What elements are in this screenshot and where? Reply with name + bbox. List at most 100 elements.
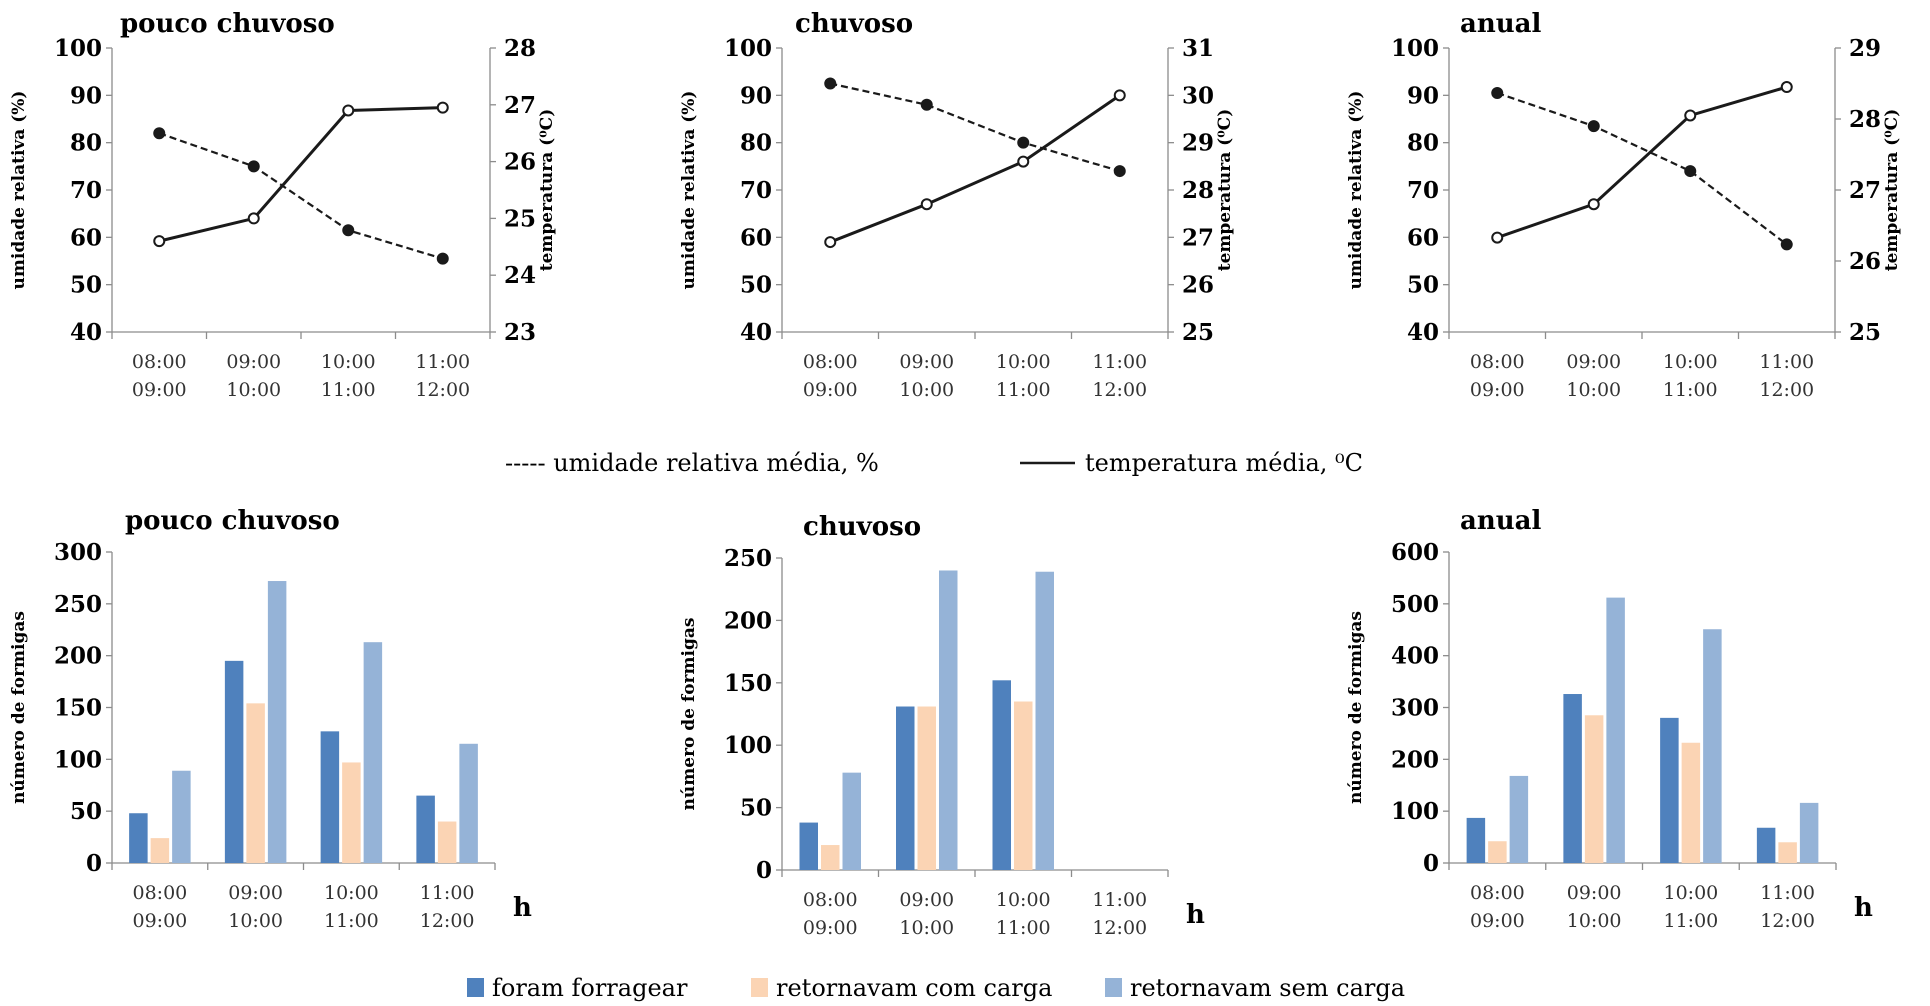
x-tick-label: 10:00	[996, 889, 1051, 911]
humidity-point	[153, 127, 166, 140]
temperature-series-line	[829, 94, 1121, 244]
retornavam-sem-carga-bar	[1035, 571, 1054, 870]
x-tick-label: 11:00	[321, 379, 376, 401]
y-tick-label: 100	[1391, 35, 1439, 62]
humidity-point	[1017, 136, 1030, 149]
y2-axis-label: temperatura (⁰C)	[1882, 109, 1902, 272]
y-tick-label: 50	[740, 272, 772, 299]
y2-tick-label: 26	[504, 149, 536, 176]
retornavam-sem-carga-bar	[267, 581, 287, 863]
y2-tick-label: 26	[1182, 272, 1214, 299]
line-chart-2: chuvoso 40 50 60 70 80 90 100 umidade relativa (…	[679, 9, 1235, 401]
foram-forragear-bar	[416, 795, 435, 863]
humidity-point	[1491, 86, 1504, 99]
y-tick-label: 300	[1391, 695, 1439, 722]
retornavam-com-carga-bar	[821, 845, 840, 870]
legend-foram-swatch	[467, 978, 484, 997]
y-tick-label: 50	[70, 798, 102, 825]
x-tick-label: 08:00	[803, 889, 858, 911]
retornavam-com-carga-bar	[1681, 742, 1701, 863]
humidity-series-line	[1496, 91, 1788, 246]
temperature-point	[1780, 81, 1793, 94]
temperature-point	[1113, 89, 1126, 102]
x-tick-label: 09:00	[228, 882, 283, 904]
retornavam-sem-carga-bar	[1799, 802, 1819, 863]
foram-forragear-bar	[799, 822, 818, 870]
y-tick-label: 100	[1391, 798, 1439, 825]
y-tick-label: 100	[54, 35, 102, 62]
y-tick-label: 80	[70, 130, 102, 157]
y-tick-label: 70	[1407, 177, 1439, 204]
y-tick-label: 50	[1407, 272, 1439, 299]
retornavam-com-carga-bar	[1488, 841, 1507, 863]
x-axis-label: h	[1854, 893, 1873, 923]
x-tick-label: 11:00	[996, 917, 1051, 939]
y-tick-label: 0	[86, 850, 102, 877]
x-tick-label: 11:00	[1092, 351, 1147, 373]
y-axis-label: número de formigas	[9, 611, 29, 804]
foram-forragear-bar	[1563, 694, 1582, 863]
x-tick-label: 09:00	[803, 917, 858, 939]
y2-tick-label: 28	[1182, 177, 1214, 204]
y-axis-label: umidade relativa (%)	[679, 91, 699, 290]
x-tick-label: 11:00	[996, 379, 1051, 401]
x-tick-label: 09:00	[899, 889, 954, 911]
y2-tick-label: 25	[504, 205, 536, 232]
x-tick-label: 10:00	[321, 351, 376, 373]
x-tick-label: 11:00	[1760, 882, 1815, 904]
foram-forragear-bar	[224, 660, 244, 863]
bar-chart-legend: foram forragear retornavam com carga ret…	[467, 974, 1405, 1002]
x-tick-label: 09:00	[803, 379, 858, 401]
y2-tick-label: 25	[1182, 319, 1214, 346]
y-tick-label: 400	[1391, 643, 1439, 670]
foram-forragear-bar	[896, 706, 915, 870]
y-tick-label: 100	[724, 732, 772, 759]
x-axis-label: h	[513, 893, 532, 923]
humidity-point	[342, 224, 355, 237]
x-tick-label: 12:00	[415, 379, 470, 401]
retornavam-sem-carga-bar	[459, 743, 478, 863]
y2-tick-label: 28	[1849, 106, 1881, 133]
temperature-point	[824, 236, 837, 249]
retornavam-com-carga-bar	[342, 762, 361, 863]
humidity-point	[1780, 238, 1793, 251]
y2-axis-label: temperatura (⁰C)	[537, 109, 557, 272]
bar-chart-3: anual 0 100 200 300 400 500 600 número de formig…	[1346, 506, 1873, 932]
y-axis-label: número de formigas	[679, 618, 699, 811]
y-tick-label: 0	[1423, 850, 1439, 877]
y-tick-label: 500	[1391, 591, 1439, 618]
x-tick-label: 08:00	[803, 351, 858, 373]
x-tick-label: 12:00	[1759, 379, 1814, 401]
x-tick-label: 12:00	[1092, 379, 1147, 401]
y-tick-label: 100	[724, 35, 772, 62]
x-tick-label: 08:00	[132, 351, 187, 373]
chart-title: pouco chuvoso	[125, 506, 340, 536]
retornavam-sem-carga-bar	[842, 772, 861, 870]
humidity-point	[247, 160, 260, 173]
x-tick-label: 11:00	[415, 351, 470, 373]
bar-chart-2: chuvoso 0 50 100 150 200 250 número de formigas…	[679, 512, 1205, 939]
humidity-point	[824, 77, 837, 90]
temperature-point	[920, 198, 933, 211]
y-tick-label: 90	[740, 82, 772, 109]
humidity-point	[1113, 165, 1126, 178]
bar-chart-1: pouco chuvoso 0 50 100 150 200 250 300 número de…	[9, 506, 532, 932]
retornavam-com-carga-bar	[437, 821, 457, 863]
y-tick-label: 90	[1407, 82, 1439, 109]
line-chart-1: pouco chuvoso 40 50 60 70 80 90 100 umidade rela…	[9, 9, 557, 401]
x-tick-label: 12:00	[1760, 910, 1815, 932]
y2-tick-label: 29	[1182, 130, 1214, 157]
y2-tick-label: 27	[1182, 224, 1214, 251]
y-tick-label: 90	[70, 82, 102, 109]
humidity-point	[1684, 165, 1697, 178]
foram-forragear-bar	[1756, 827, 1776, 863]
retornavam-sem-carga-bar	[1509, 775, 1529, 863]
y-tick-label: 250	[54, 591, 102, 618]
y-tick-label: 200	[724, 607, 772, 634]
temperature-point	[247, 212, 260, 225]
retornavam-com-carga-bar	[246, 703, 265, 863]
y-tick-label: 150	[724, 670, 772, 697]
foram-forragear-bar	[1466, 817, 1486, 863]
x-tick-label: 10:00	[1663, 351, 1718, 373]
